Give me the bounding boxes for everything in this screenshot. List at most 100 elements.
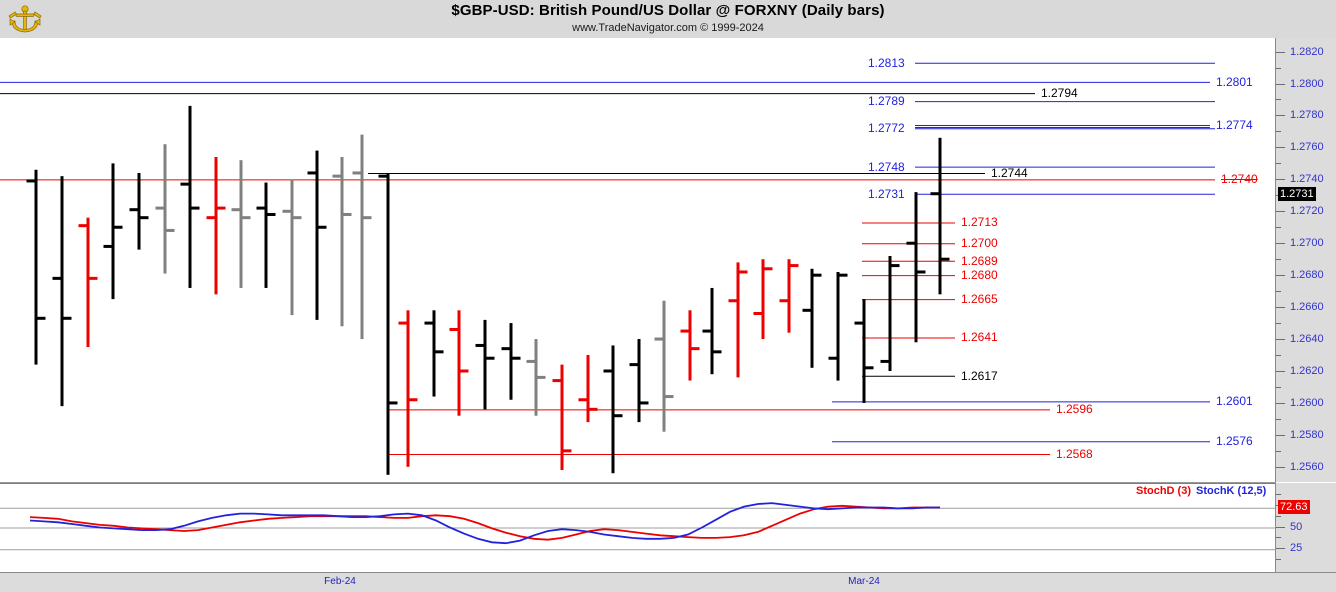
ohlc-bar[interactable]: [332, 156, 352, 327]
ohlc-bar[interactable]: [475, 319, 495, 410]
ohlc-bar[interactable]: [603, 345, 623, 474]
price-axis-label: 1.2780: [1290, 109, 1324, 122]
level-1.2813-label: 1.2813: [868, 55, 905, 70]
price-axis-label: 1.2740: [1290, 173, 1324, 186]
level-1.2772-label: 1.2772: [868, 121, 905, 136]
legend-stochd[interactable]: StochD (3): [1136, 485, 1191, 497]
stochastic-pane[interactable]: StochD (3) StochK (12,5): [0, 483, 1276, 574]
page-title: $GBP-USD: British Pound/US Dollar @ FORX…: [451, 2, 885, 19]
price-axis-minor-tick: [1276, 99, 1281, 101]
price-axis-minor-tick: [1276, 131, 1281, 133]
ohlc-bar[interactable]: [206, 156, 226, 295]
ohlc-bar[interactable]: [930, 137, 950, 295]
ohlc-bar[interactable]: [78, 217, 98, 348]
ohlc-bar[interactable]: [802, 268, 822, 368]
price-axis-minor-tick: [1276, 323, 1281, 325]
level-1.2789-label: 1.2789: [868, 94, 905, 109]
price-axis-tick: [1276, 339, 1285, 341]
ohlc-bar[interactable]: [52, 176, 72, 407]
current-price-badge: 1.2731: [1278, 186, 1316, 201]
ohlc-bar[interactable]: [231, 160, 251, 288]
level-1.2689-label: 1.2689: [961, 253, 998, 268]
ohlc-bar[interactable]: [449, 310, 469, 416]
level-1.2713-label: 1.2713: [961, 215, 998, 230]
level-1.2744-label: 1.2744: [991, 165, 1028, 180]
ohlc-bar[interactable]: [779, 259, 799, 333]
level-1.2774-label: 1.2774: [1216, 118, 1253, 133]
ohlc-bar[interactable]: [906, 192, 926, 343]
ohlc-bar[interactable]: [702, 287, 722, 375]
ohlc-bar[interactable]: [629, 339, 649, 423]
ohlc-bar[interactable]: [424, 310, 444, 397]
price-axis-label: 1.2700: [1290, 237, 1324, 250]
ohlc-bar[interactable]: [854, 299, 874, 403]
ohlc-bar[interactable]: [552, 364, 572, 471]
ohlc-bar[interactable]: [352, 134, 372, 340]
ohlc-bar[interactable]: [26, 169, 46, 365]
ohlc-bar[interactable]: [654, 300, 674, 432]
ohlc-bar[interactable]: [828, 271, 848, 381]
ohlc-bar[interactable]: [256, 182, 276, 288]
stoch-axis-label: 50: [1290, 520, 1303, 533]
ohlc-bar[interactable]: [282, 179, 302, 316]
level-1.2576-label: 1.2576: [1216, 434, 1253, 449]
price-axis-label: 1.2660: [1290, 301, 1324, 314]
ohlc-bar[interactable]: [155, 144, 175, 274]
price-axis-label: 1.2640: [1290, 333, 1324, 346]
ohlc-bar[interactable]: [129, 172, 149, 250]
price-axis-minor-tick: [1276, 450, 1281, 452]
ohlc-bar[interactable]: [307, 150, 327, 320]
price-axis-tick: [1276, 83, 1285, 85]
ohlc-bar[interactable]: [526, 339, 546, 416]
date-axis[interactable]: Feb-24 Mar-24: [0, 572, 1336, 592]
price-axis-tick: [1276, 51, 1285, 53]
stoch-axis-tick: [1276, 526, 1285, 528]
level-1.2748-label: 1.2748: [868, 159, 905, 174]
price-axis-minor-tick: [1276, 67, 1281, 69]
level-1.2700-label: 1.2700: [961, 236, 998, 251]
price-axis-label: 1.2620: [1290, 365, 1324, 377]
price-axis-minor-tick: [1276, 227, 1281, 229]
ohlc-bar[interactable]: [501, 323, 521, 400]
ohlc-bar[interactable]: [880, 256, 900, 371]
ohlc-bar[interactable]: [398, 310, 418, 467]
level-1.2601-label: 1.2601: [1216, 394, 1253, 409]
price-axis-tick: [1276, 402, 1285, 404]
price-chart-pane[interactable]: © GenesisFT 1.28131.28011.27941.27891.27…: [0, 38, 1276, 483]
page-subtitle: www.TradeNavigator.com © 1999-2024: [572, 22, 764, 34]
level-1.2794-label: 1.2794: [1041, 86, 1078, 101]
ohlc-bar[interactable]: [578, 355, 598, 423]
stoch-axis-tick: [1276, 548, 1285, 550]
ohlc-bar[interactable]: [753, 259, 773, 340]
level-1.2801-label: 1.2801: [1216, 74, 1253, 89]
stochastic-axis[interactable]: 50 25 72.63: [1275, 483, 1336, 572]
price-axis-label: 1.2820: [1290, 45, 1324, 58]
price-axis-minor-tick: [1276, 418, 1281, 420]
level-1.2680-label: 1.2680: [961, 268, 998, 283]
price-axis[interactable]: 1.2820 1.2800 1.2780 1.2760 1.2740 1.2720 1.27…: [1275, 38, 1336, 482]
ohlc-bar[interactable]: [680, 310, 700, 381]
price-axis-minor-tick: [1276, 386, 1281, 388]
stochastic-plot-svg: [0, 502, 1275, 551]
ohlc-bar[interactable]: [728, 262, 748, 378]
anchor-emblem-icon: [6, 3, 44, 35]
price-axis-minor-tick: [1276, 163, 1281, 165]
level-1.2665-label: 1.2665: [961, 292, 998, 307]
price-axis-tick: [1276, 275, 1285, 277]
level-1.2641-label: 1.2641: [961, 330, 998, 345]
price-axis-minor-tick: [1276, 259, 1281, 261]
stochastic-value-badge: 72.63: [1278, 499, 1310, 514]
ohlc-bar[interactable]: [378, 172, 398, 475]
stoch-axis-minor-tick: [1276, 537, 1281, 539]
ohlc-bar[interactable]: [103, 163, 123, 300]
stoch-axis-minor-tick: [1276, 559, 1281, 561]
legend-stochk[interactable]: StochK (12,5): [1196, 485, 1267, 497]
level-1.2731-label: 1.2731: [868, 186, 905, 201]
stochastic-series-k: [29, 502, 940, 545]
ohlc-bar[interactable]: [180, 105, 200, 288]
price-axis-tick: [1276, 434, 1285, 436]
stoch-axis-minor-tick: [1276, 493, 1281, 495]
stoch-axis-label: 25: [1290, 542, 1303, 555]
price-axis-label: 1.2720: [1290, 205, 1324, 218]
